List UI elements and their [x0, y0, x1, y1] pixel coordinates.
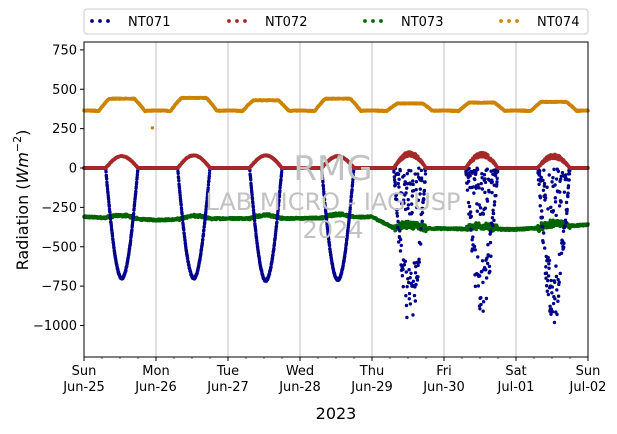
data-point — [279, 177, 283, 182]
data-point — [396, 226, 400, 230]
data-point — [131, 211, 136, 216]
series-NT073 — [82, 211, 590, 234]
data-point — [392, 170, 396, 174]
data-point — [252, 218, 257, 223]
data-point — [398, 169, 402, 173]
data-point — [396, 181, 400, 186]
data-point — [202, 228, 206, 232]
data-point — [398, 237, 403, 242]
plot-area — [82, 95, 590, 325]
data-point — [201, 237, 205, 242]
data-point — [181, 218, 185, 222]
data-point — [402, 173, 406, 178]
data-point — [176, 171, 180, 176]
data-point — [327, 243, 332, 248]
data-point — [201, 232, 206, 236]
data-point — [150, 126, 155, 130]
data-point — [207, 171, 212, 176]
data-point — [104, 177, 109, 181]
data-point — [134, 189, 138, 194]
data-point — [135, 180, 139, 184]
data-point — [398, 229, 402, 233]
data-point — [399, 243, 403, 248]
data-point — [396, 172, 401, 177]
data-point — [402, 263, 407, 267]
data-point — [398, 249, 403, 253]
data-point — [249, 178, 253, 182]
data-point — [177, 178, 181, 183]
grid-lines — [155, 42, 517, 357]
data-point — [393, 183, 397, 187]
data-point — [180, 212, 184, 216]
data-point — [130, 228, 134, 232]
data-point — [397, 177, 401, 181]
data-point — [401, 284, 405, 289]
data-point — [104, 170, 108, 174]
data-point — [275, 220, 279, 224]
data-point — [107, 204, 111, 208]
series-NT074 — [82, 95, 590, 130]
data-point — [474, 227, 478, 232]
data-point — [179, 203, 183, 207]
data-point — [400, 274, 405, 278]
data-point — [401, 267, 405, 272]
data-point — [108, 210, 112, 214]
data-point — [396, 219, 400, 224]
data-point — [182, 228, 186, 232]
